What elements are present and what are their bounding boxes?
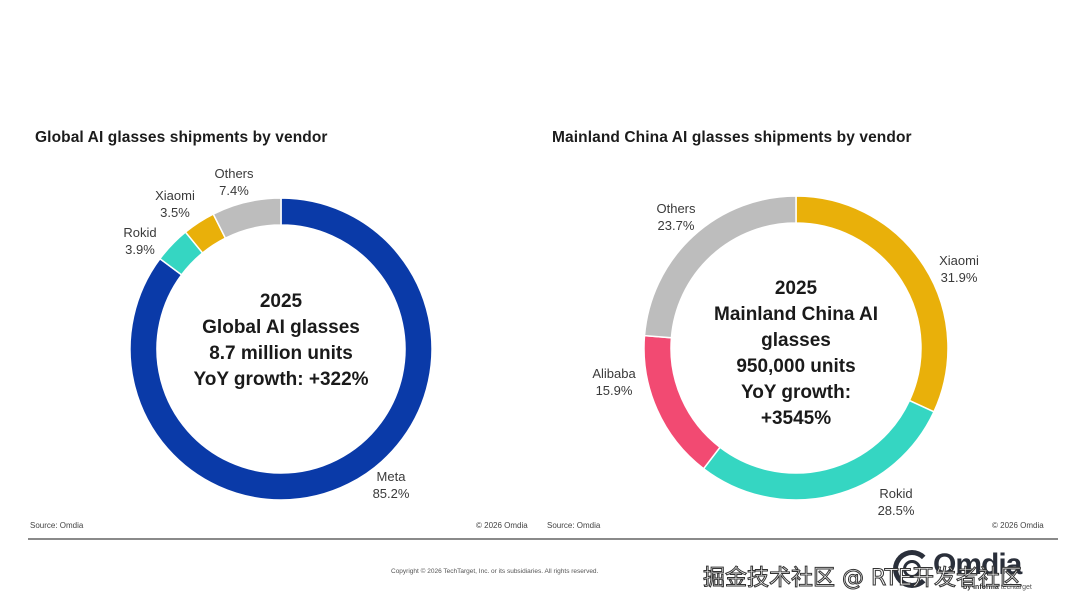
segment-label-name: Meta	[376, 469, 406, 484]
segment-label-xiaomi: Xiaomi 31.9%	[939, 252, 979, 286]
donut-segment-meta	[129, 197, 433, 501]
center-line: 950,000 units	[736, 356, 856, 377]
segment-label-name: Xiaomi	[155, 188, 195, 203]
logo-sub-rest: techtarget	[998, 584, 1032, 591]
segment-label-value: 28.5%	[877, 503, 915, 518]
segment-label-xiaomi: Xiaomi 3.5%	[155, 187, 195, 221]
copyright-note-global: © 2026 Omdia	[476, 521, 528, 530]
segment-label-name: Others	[214, 166, 254, 181]
center-line: 2025	[259, 291, 303, 312]
donut-segment-others	[212, 197, 282, 240]
omdia-logo-inner-ring-icon	[903, 560, 921, 578]
segment-label-value: 3.9%	[125, 242, 155, 257]
donut-center-text-china: 2025 Mainland China AI glasses 950,000 u…	[714, 276, 878, 432]
chart-title-global: Global AI glasses shipments by vendor	[35, 129, 328, 146]
center-line: 2025	[774, 278, 818, 299]
center-line: Mainland China AI	[714, 304, 878, 325]
segment-label-value: 85.2%	[372, 486, 410, 501]
watermark-text: 掘金技术社区 @ RTE开发者社区	[702, 566, 1023, 592]
segment-label-value: 23.7%	[657, 218, 695, 233]
logo-sub-bold: by informa	[963, 584, 999, 591]
copyright-note-china: © 2026 Omdia	[992, 521, 1044, 530]
segment-label-others: Others 7.4%	[214, 165, 253, 199]
donut-segment-alibaba	[643, 334, 722, 470]
donut-center-text-global: 2025 Global AI glasses 8.7 million units…	[193, 289, 368, 393]
source-note-global: Source: Omdia	[30, 521, 84, 530]
segment-label-rokid: Rokid 28.5%	[878, 485, 915, 519]
segment-label-name: Alibaba	[592, 366, 636, 381]
footer-copyright: Copyright © 2026 TechTarget, Inc. or its…	[391, 568, 599, 575]
omdia-logo-ring-icon	[893, 550, 931, 588]
segment-label-value: 3.5%	[160, 205, 190, 220]
segment-label-name: Rokid	[879, 486, 913, 501]
segment-label-name: Rokid	[123, 225, 157, 240]
omdia-logo-word: Omdia	[933, 548, 1022, 581]
omdia-logo-subtitle: by informa techtarget	[963, 584, 1032, 591]
center-line: YoY growth: +322%	[193, 369, 369, 390]
segment-label-name: Xiaomi	[939, 253, 979, 268]
segment-label-value: 15.9%	[595, 383, 633, 398]
segment-label-others: Others 23.7%	[656, 200, 695, 234]
donut-segment-others	[643, 195, 797, 339]
segment-label-alibaba: Alibaba 15.9%	[592, 365, 635, 399]
footer-divider	[28, 538, 1058, 540]
segment-label-value: 31.9%	[940, 270, 978, 285]
omdia-logo: Omdia by informa techtarget	[893, 548, 1053, 596]
center-line: YoY growth:	[740, 382, 852, 403]
chart-title-china: Mainland China AI glasses shipments by v…	[552, 129, 912, 146]
segment-label-meta: Meta 85.2%	[373, 468, 410, 502]
segment-label-name: Others	[656, 201, 696, 216]
center-line: 8.7 million units	[209, 343, 353, 364]
center-line: glasses	[761, 330, 831, 351]
segment-label-value: 7.4%	[219, 183, 249, 198]
source-note-china: Source: Omdia	[547, 521, 601, 530]
center-line: +3545%	[760, 408, 832, 429]
segment-label-rokid: Rokid 3.9%	[123, 224, 156, 258]
center-line: Global AI glasses	[202, 317, 360, 338]
